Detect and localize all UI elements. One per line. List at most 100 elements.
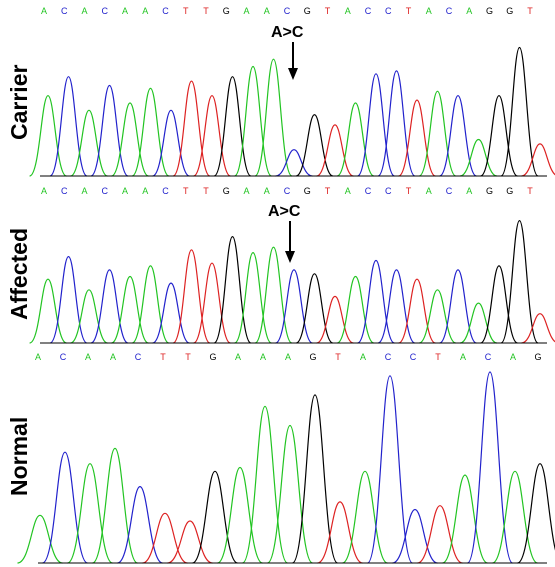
affected-mutation-label: A>C bbox=[268, 203, 301, 220]
affected-base-call-14: T bbox=[325, 186, 331, 196]
carrier-trace-peak-2 bbox=[70, 109, 108, 177]
affected-trace-peak-6 bbox=[152, 282, 190, 344]
affected-trace-peak-4 bbox=[111, 275, 149, 344]
carrier-base-call-11: A bbox=[264, 6, 270, 16]
affected-trace-peak-9 bbox=[213, 235, 252, 344]
affected-trace-peak-20 bbox=[439, 269, 477, 344]
carrier-base-call-2: A bbox=[81, 6, 87, 16]
carrier-base-call-19: A bbox=[426, 6, 432, 16]
normal-trace-peak-19 bbox=[492, 470, 538, 564]
normal-trace-peak-16 bbox=[417, 505, 463, 564]
carrier-trace-peak-8 bbox=[193, 95, 231, 177]
carrier-label: Carrier bbox=[6, 65, 32, 140]
carrier-mutation-label: A>C bbox=[271, 24, 304, 41]
carrier-trace-peak-11 bbox=[254, 58, 293, 177]
normal-trace-peak-2 bbox=[67, 463, 113, 564]
carrier-trace-peak-15 bbox=[336, 102, 375, 177]
normal-base-call-19: A bbox=[510, 352, 516, 362]
affected-base-call-11: A bbox=[264, 186, 270, 196]
normal-base-call-9: A bbox=[260, 352, 266, 362]
affected-trace-peak-17 bbox=[377, 269, 416, 344]
normal-base-call-20: G bbox=[534, 352, 541, 362]
carrier-base-call-4: A bbox=[122, 6, 128, 16]
normal-base-call-18: C bbox=[485, 352, 492, 362]
affected-trace-peak-3 bbox=[90, 269, 129, 344]
affected-base-call-1: C bbox=[61, 186, 68, 196]
normal-trace-peak-0 bbox=[17, 514, 63, 564]
affected-traces bbox=[29, 219, 555, 344]
carrier-base-call-6: C bbox=[162, 6, 169, 16]
carrier-trace-peak-9 bbox=[213, 76, 252, 177]
affected-trace-peak-16 bbox=[357, 259, 395, 344]
affected-mutation-arrow bbox=[285, 221, 295, 263]
normal-trace-peak-9 bbox=[241, 405, 289, 564]
affected-trace-peak-11 bbox=[254, 246, 293, 344]
affected-trace-peak-22 bbox=[480, 265, 519, 344]
carrier-base-call-17: C bbox=[385, 6, 392, 16]
carrier-trace-peak-23 bbox=[500, 46, 539, 177]
affected-base-call-10: A bbox=[243, 186, 249, 196]
affected-base-call-0: A bbox=[41, 186, 47, 196]
carrier-trace-peak-10 bbox=[234, 65, 272, 177]
affected-base-call-9: G bbox=[223, 186, 230, 196]
carrier-base-call-3: C bbox=[102, 6, 109, 16]
affected-trace-peak-1 bbox=[49, 255, 88, 344]
normal-base-call-0: A bbox=[35, 352, 41, 362]
normal-trace-peak-20 bbox=[517, 463, 555, 564]
normal-base-call-11: G bbox=[309, 352, 316, 362]
affected-base-call-21: A bbox=[466, 186, 472, 196]
affected-base-call-7: T bbox=[183, 186, 189, 196]
normal-trace-peak-14 bbox=[366, 375, 414, 564]
normal-traces bbox=[17, 371, 555, 564]
carrier-trace-peak-6 bbox=[152, 109, 190, 177]
normal-base-call-15: C bbox=[410, 352, 417, 362]
carrier-base-call-21: A bbox=[466, 6, 472, 16]
affected-base-call-18: T bbox=[406, 186, 412, 196]
normal-trace-peak-13 bbox=[342, 470, 388, 564]
affected-base-call-23: G bbox=[506, 186, 513, 196]
affected-base-call-4: A bbox=[122, 186, 128, 196]
affected-base-call-3: C bbox=[102, 186, 109, 196]
affected-base-call-20: C bbox=[446, 186, 453, 196]
carrier-panel: Carrier A C A C A A C T T G A A C G T A C C T A C A G G T A>C bbox=[6, 6, 555, 177]
normal-base-call-7: G bbox=[209, 352, 216, 362]
carrier-base-call-20: C bbox=[446, 6, 453, 16]
affected-base-call-17: C bbox=[385, 186, 392, 196]
affected-trace-peak-5 bbox=[131, 265, 170, 344]
normal-trace-peak-5 bbox=[142, 512, 188, 564]
carrier-base-call-8: T bbox=[203, 6, 209, 16]
normal-trace-peak-3 bbox=[91, 447, 139, 564]
carrier-base-call-14: T bbox=[325, 6, 331, 16]
normal-base-call-2: A bbox=[85, 352, 91, 362]
affected-trace-peak-7 bbox=[172, 249, 211, 344]
affected-trace-peak-8 bbox=[193, 262, 231, 344]
normal-base-call-5: T bbox=[160, 352, 166, 362]
carrier-trace-peak-14 bbox=[316, 124, 354, 177]
normal-base-call-8: A bbox=[235, 352, 241, 362]
affected-base-call-24: T bbox=[527, 186, 533, 196]
affected-label: Affected bbox=[6, 228, 32, 320]
normal-trace-peak-11 bbox=[291, 394, 339, 564]
normal-base-call-10: A bbox=[285, 352, 291, 362]
carrier-base-call-7: T bbox=[183, 6, 189, 16]
affected-base-call-8: T bbox=[203, 186, 209, 196]
affected-trace-peak-14 bbox=[316, 295, 354, 344]
normal-label: Normal bbox=[6, 417, 32, 496]
normal-trace-peak-7 bbox=[192, 470, 238, 564]
affected-trace-peak-18 bbox=[398, 278, 436, 344]
affected-trace-peak-21 bbox=[459, 302, 498, 344]
affected-trace-peak-19 bbox=[418, 289, 457, 344]
normal-base-call-3: A bbox=[110, 352, 116, 362]
affected-base-call-12: C bbox=[284, 186, 291, 196]
carrier-traces bbox=[29, 46, 555, 177]
affected-base-call-6: C bbox=[162, 186, 169, 196]
affected-base-call-15: A bbox=[345, 186, 351, 196]
normal-trace-peak-6 bbox=[167, 520, 213, 564]
affected-base-call-19: A bbox=[426, 186, 432, 196]
normal-trace-peak-17 bbox=[442, 474, 488, 564]
normal-base-call-4: C bbox=[135, 352, 142, 362]
normal-base-call-1: C bbox=[60, 352, 67, 362]
affected-trace-peak-23 bbox=[500, 219, 539, 344]
